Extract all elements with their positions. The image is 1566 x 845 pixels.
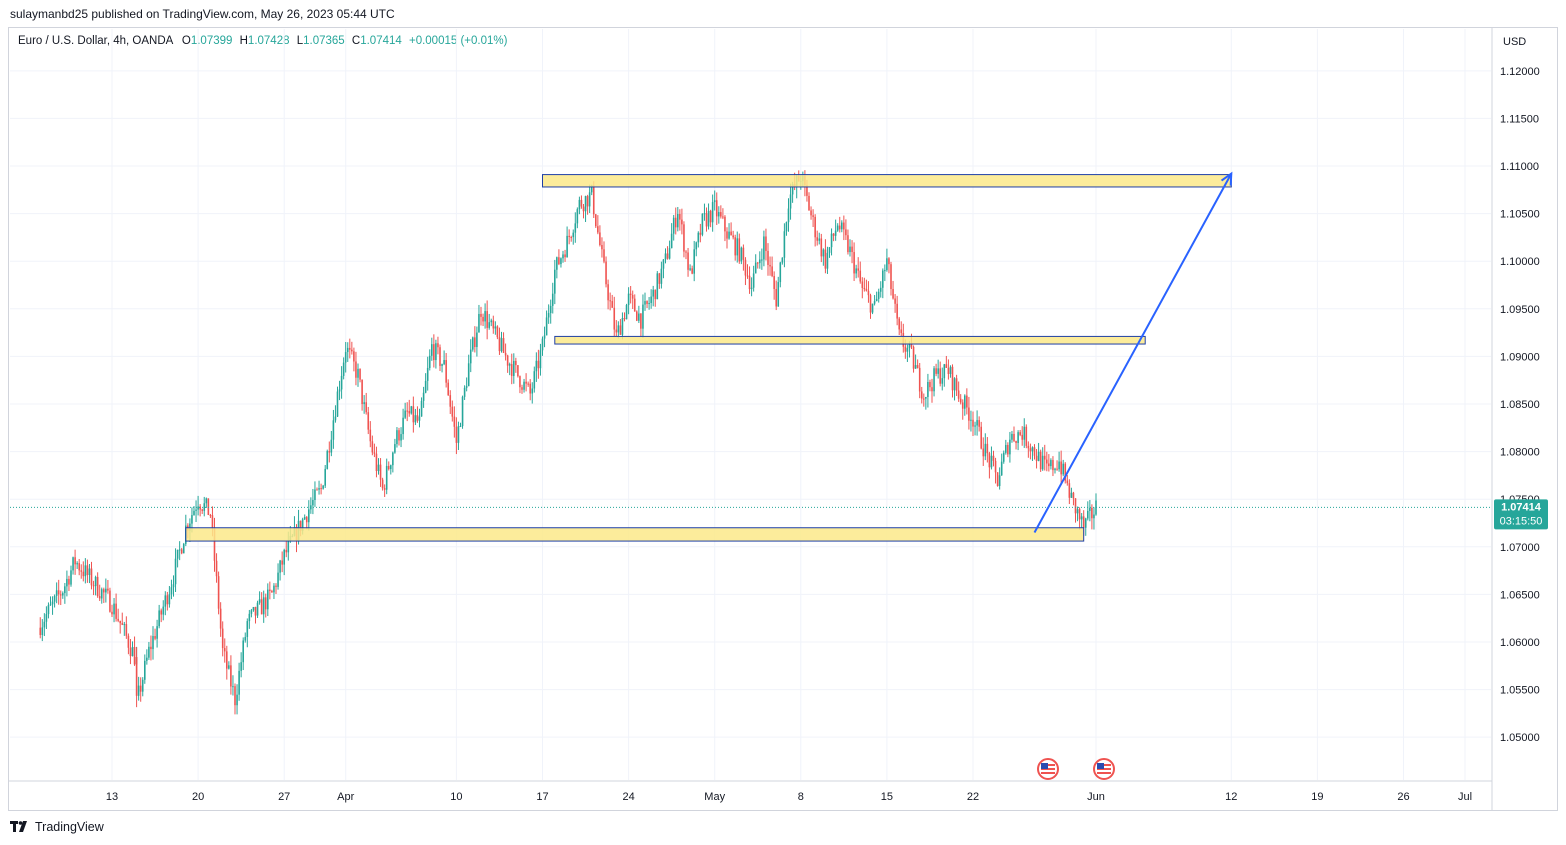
open-label: O — [181, 35, 191, 47]
close-label: C — [351, 35, 361, 47]
change-value: +0.00015 (+0.01%) — [408, 35, 508, 47]
symbol-name[interactable]: Euro / U.S. Dollar, 4h, OANDA — [18, 35, 173, 47]
symbol-legend: Euro / U.S. Dollar, 4h, OANDA O1.07399 H… — [18, 35, 507, 47]
tradingview-brand[interactable]: TradingView — [10, 820, 104, 834]
brand-name: TradingView — [35, 820, 104, 834]
low-value: 1.07365 — [303, 35, 345, 47]
close-value: 1.07414 — [360, 35, 402, 47]
chart-frame — [8, 27, 1558, 811]
low-label: L — [296, 35, 304, 47]
publisher-line: sulaymanbd25 published on TradingView.co… — [10, 7, 395, 21]
high-label: H — [239, 35, 248, 47]
high-value: 1.07428 — [247, 35, 290, 47]
open-value: 1.07399 — [190, 35, 233, 47]
tradingview-logo-icon — [10, 821, 27, 832]
